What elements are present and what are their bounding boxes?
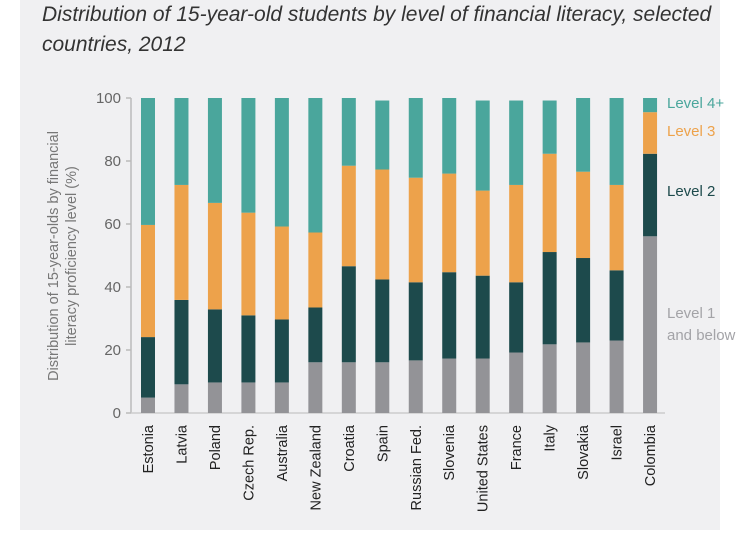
bar-segment-level-2-slovakia [576, 258, 591, 343]
x-tick-label: Italy [543, 424, 559, 451]
bar-segment-level-1-and-below-australia [274, 382, 289, 413]
bar-segment-level-1-and-below-spain [375, 362, 390, 413]
bar-segment-level-4--spain [375, 100, 390, 170]
x-tick-label: Slovenia [442, 424, 458, 481]
y-tick-label: 80 [104, 153, 121, 170]
bar-segment-level-3-estonia [141, 224, 155, 338]
y-axis-label: Distribution of 15-year-olds by financia… [46, 131, 80, 381]
bar-segment-level-4--latvia [174, 98, 189, 185]
bar-segment-level-1-and-below-israel [609, 340, 624, 413]
bar-segment-level-1-and-below-latvia [174, 384, 189, 413]
bar-segment-level-2-estonia [141, 337, 155, 398]
x-tick-label: Poland [208, 425, 224, 470]
bar-segment-level-3-russian-fed- [408, 177, 423, 283]
x-tick-label: Colombia [643, 424, 659, 486]
legend-label: Level 2 [667, 183, 715, 200]
bar-segment-level-1-and-below-new-zealand [308, 362, 323, 413]
bar-segment-level-3-croatia [341, 165, 356, 267]
bar-segment-level-1-and-below-poland [207, 382, 222, 413]
x-tick-label: Australia [275, 424, 291, 481]
y-tick-label: 60 [104, 216, 121, 233]
bar-segment-level-4--slovakia [576, 98, 591, 172]
bar-segment-level-1-and-below-united-states [475, 358, 490, 413]
bar-segment-level-2-new-zealand [308, 307, 323, 363]
bar-segment-level-4--italy [542, 100, 557, 154]
bar-segment-level-4--slovenia [442, 98, 457, 174]
bar-segment-level-3-slovakia [576, 171, 591, 259]
bar-segment-level-1-and-below-czech-rep- [241, 382, 256, 413]
bar-segment-level-3-france [509, 184, 524, 283]
bar-segment-level-2-australia [274, 319, 289, 383]
bar-segment-level-3-new-zealand [308, 232, 323, 308]
bar-segment-level-4--russian-fed- [408, 98, 423, 178]
bar-segment-level-4--croatia [341, 98, 356, 166]
x-tick-label: Czech Rep. [241, 425, 257, 501]
x-tick-label: Croatia [342, 424, 358, 472]
bar-segment-level-2-france [509, 282, 524, 353]
bar-segment-level-2-united-states [475, 275, 490, 359]
bar-segment-level-1-and-below-italy [542, 344, 557, 413]
bar-segment-level-4--israel [609, 98, 624, 185]
legend-label: Level 4+ [667, 95, 724, 112]
bar-segment-level-4--colombia [643, 98, 658, 113]
bar-segment-level-1-and-below-colombia [643, 236, 658, 413]
x-tick-label: Slovakia [576, 424, 592, 480]
bar-segment-level-3-czech-rep- [241, 212, 256, 316]
x-tick-label: France [509, 425, 525, 470]
x-tick-label: United States [476, 425, 492, 512]
y-tick-label: 20 [104, 342, 121, 359]
bar-segment-level-2-czech-rep- [241, 315, 256, 383]
bar-segment-level-4--czech-rep- [241, 98, 256, 213]
x-tick-label: New Zealand [308, 425, 324, 510]
bar-segment-level-4--new-zealand [308, 98, 323, 233]
bar-segment-level-2-italy [542, 252, 557, 345]
bar-segment-level-3-spain [375, 169, 390, 280]
bar-segment-level-1-and-below-slovenia [442, 358, 457, 413]
bar-segment-level-4--france [509, 100, 524, 185]
bar-segment-level-4--poland [207, 98, 222, 203]
bar-segment-level-4--estonia [141, 98, 155, 225]
bar-segment-level-1-and-below-croatia [341, 362, 356, 413]
bar-segment-level-2-croatia [341, 266, 356, 363]
bar-segment-level-3-australia [274, 226, 289, 320]
bar-segment-level-4--united-states [475, 100, 490, 191]
y-axis-label-line: Distribution of 15-year-olds by financia… [46, 131, 62, 381]
bar-segment-level-3-latvia [174, 184, 189, 300]
y-axis-label-line: literacy proficiency level (%) [64, 166, 80, 346]
x-tick-label: Israel [610, 425, 626, 460]
chart-title: Distribution of 15-year-old students by … [42, 3, 712, 56]
chart-panel [20, 0, 720, 530]
x-tick-label: Russian Fed. [409, 425, 425, 510]
bar-segment-level-3-israel [609, 184, 624, 271]
bar-segment-level-2-latvia [174, 299, 189, 385]
bar-segment-level-2-spain [375, 279, 390, 363]
bar-segment-level-2-russian-fed- [408, 282, 423, 361]
bar-segment-level-3-poland [207, 202, 222, 310]
bar-segment-level-3-colombia [643, 112, 658, 154]
bar-segment-level-3-slovenia [442, 173, 457, 273]
bar-segment-level-1-and-below-france [509, 352, 524, 413]
bar-segment-level-2-israel [609, 270, 624, 341]
y-tick-label: 40 [104, 279, 121, 296]
bar-segment-level-3-italy [542, 153, 557, 253]
bar-segment-level-1-and-below-estonia [141, 397, 155, 413]
x-tick-label: Spain [375, 425, 391, 462]
bar-segment-level-1-and-below-russian-fed- [408, 360, 423, 413]
legend-label: and below [667, 327, 736, 344]
bar-segment-level-4--australia [274, 98, 289, 227]
bar-segment-level-3-united-states [475, 190, 490, 276]
y-tick-label: 100 [96, 90, 121, 107]
bar-segment-level-1-and-below-slovakia [576, 342, 591, 413]
bar-segment-level-2-slovenia [442, 272, 457, 359]
legend-label: Level 1 [667, 305, 715, 322]
x-tick-label: Latvia [174, 424, 190, 464]
bar-segment-level-2-poland [207, 309, 222, 383]
y-tick-label: 0 [113, 405, 121, 422]
legend-label: Level 3 [667, 123, 715, 140]
x-tick-label: Estonia [141, 424, 157, 473]
bar-segment-level-2-colombia [643, 153, 658, 237]
